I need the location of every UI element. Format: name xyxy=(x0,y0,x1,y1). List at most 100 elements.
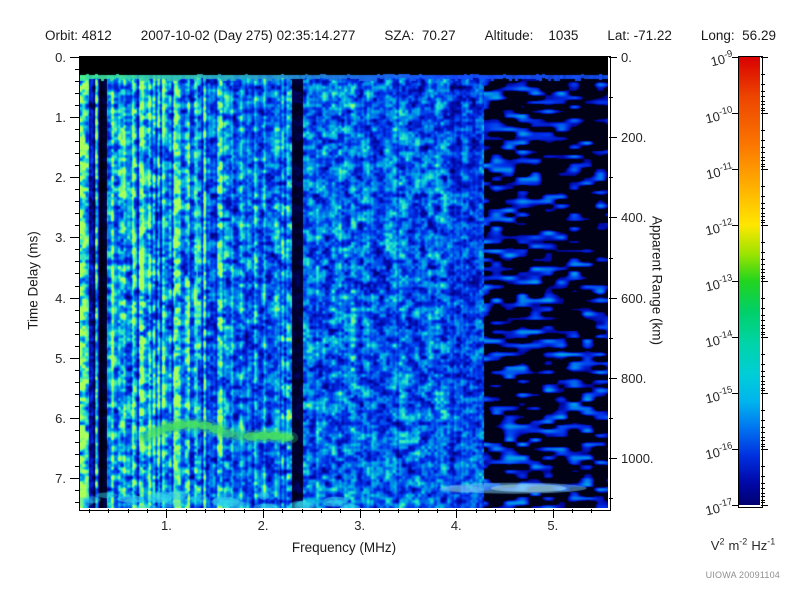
tick-mark xyxy=(732,393,738,394)
tick-mark xyxy=(732,169,738,170)
tick-mark xyxy=(609,458,617,459)
tick-mark xyxy=(761,140,765,141)
tick-mark xyxy=(186,509,187,513)
x-tick-label: 2. xyxy=(257,518,269,533)
tick-mark xyxy=(75,141,79,142)
tick-mark xyxy=(761,502,765,503)
tick-mark xyxy=(75,189,79,190)
tick-mark xyxy=(437,509,438,513)
tick-mark xyxy=(534,509,535,513)
tick-mark xyxy=(205,509,206,513)
tick-mark xyxy=(761,476,765,477)
tick-mark xyxy=(75,81,79,82)
tick-mark xyxy=(456,509,457,518)
tick-mark xyxy=(398,509,399,513)
tick-mark xyxy=(609,338,613,339)
tick-mark xyxy=(70,358,79,359)
tick-mark xyxy=(761,320,765,321)
tick-mark xyxy=(761,203,765,204)
tick-mark xyxy=(761,242,765,243)
tick-mark xyxy=(70,117,79,118)
tick-mark xyxy=(761,393,768,394)
tick-mark xyxy=(761,437,765,438)
tick-mark xyxy=(761,493,765,494)
tick-mark xyxy=(761,208,765,209)
tick-mark xyxy=(761,381,765,382)
tick-mark xyxy=(761,488,765,489)
tick-mark xyxy=(89,509,90,513)
unit-part: Hz-1 xyxy=(751,537,776,554)
header-segment: 2007-10-02 (Day 275) 02:35:14.277 xyxy=(140,28,356,43)
tick-mark xyxy=(732,449,738,450)
tick-mark xyxy=(732,281,738,282)
right-tick-label: 800. xyxy=(621,370,647,386)
colorbar-tick-label: 10-10 xyxy=(703,104,734,127)
tick-mark xyxy=(609,97,613,98)
tick-mark xyxy=(761,427,765,428)
header-segment: Long: 56.29 xyxy=(700,28,776,43)
tick-mark xyxy=(732,337,738,338)
tick-mark xyxy=(761,101,765,102)
unit-part: m-2 xyxy=(728,537,748,554)
tick-mark xyxy=(75,153,79,154)
tick-mark xyxy=(732,225,738,226)
tick-mark xyxy=(75,382,79,383)
header-segment: Altitude: 1035 xyxy=(484,28,579,43)
tick-mark xyxy=(761,225,768,226)
tick-mark xyxy=(761,376,765,377)
tick-mark xyxy=(761,220,765,221)
tick-mark xyxy=(761,334,765,335)
tick-mark xyxy=(572,509,573,513)
tick-mark xyxy=(761,446,765,447)
tick-mark xyxy=(166,509,167,518)
tick-mark xyxy=(591,509,592,513)
x-tick-label: 1. xyxy=(161,518,172,533)
right-tick-label: 400. xyxy=(621,210,647,226)
tick-mark xyxy=(761,147,765,148)
tick-mark xyxy=(75,105,79,106)
tick-mark xyxy=(761,152,765,153)
tick-mark xyxy=(75,442,79,443)
tick-mark xyxy=(761,390,765,391)
header-segment: Orbit: 4812 xyxy=(45,28,112,43)
right-tick-label: 1000. xyxy=(621,451,654,467)
tick-mark xyxy=(609,57,617,58)
left-tick-label: 4. xyxy=(55,290,66,306)
tick-mark xyxy=(75,213,79,214)
header-status-bar: Orbit: 4812 2007-10-02 (Day 275) 02:35:14… xyxy=(45,28,776,43)
tick-mark xyxy=(244,509,245,513)
colorbar-tick-label: 10-16 xyxy=(703,440,734,463)
tick-mark xyxy=(75,225,79,226)
tick-mark xyxy=(761,196,765,197)
left-tick-label: 0. xyxy=(55,50,66,65)
tick-mark xyxy=(761,113,768,114)
tick-mark xyxy=(761,364,765,365)
left-tick-label: 5. xyxy=(55,350,66,366)
tick-mark xyxy=(761,269,765,270)
colorbar-gradient xyxy=(739,57,760,505)
tick-mark xyxy=(761,276,765,277)
tick-mark xyxy=(75,273,79,274)
tick-mark xyxy=(75,346,79,347)
tick-mark xyxy=(761,449,768,450)
tick-mark xyxy=(761,328,765,329)
tick-mark xyxy=(761,164,765,165)
tick-mark xyxy=(263,509,264,518)
tick-mark xyxy=(761,259,765,260)
tick-mark xyxy=(495,509,496,513)
tick-mark xyxy=(379,509,380,513)
tick-mark xyxy=(321,509,322,513)
tick-mark xyxy=(761,272,765,273)
tick-mark xyxy=(70,177,79,178)
tick-mark xyxy=(761,505,768,506)
tick-mark xyxy=(70,418,79,419)
tick-mark xyxy=(761,84,765,85)
tick-mark xyxy=(761,371,765,372)
tick-mark xyxy=(761,104,765,105)
tick-mark xyxy=(75,502,79,503)
unit-part: V2 xyxy=(710,537,725,554)
tick-mark xyxy=(224,509,225,513)
tick-mark xyxy=(761,74,765,75)
tick-mark xyxy=(761,444,765,445)
